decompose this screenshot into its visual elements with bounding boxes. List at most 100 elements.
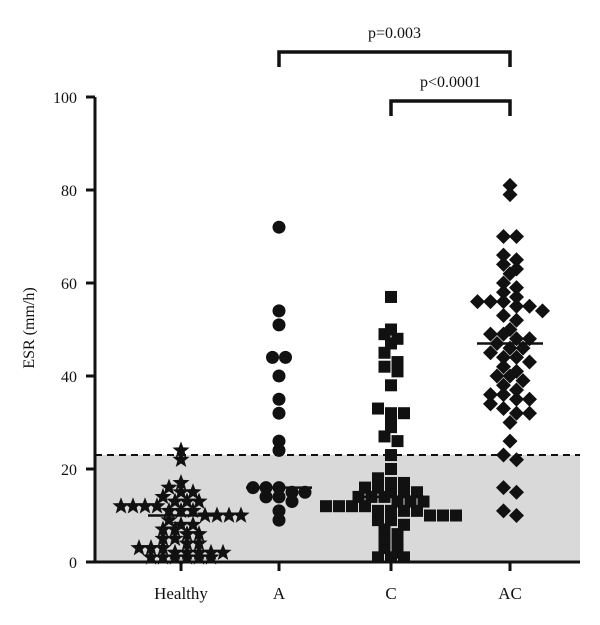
- data-point: [398, 407, 410, 420]
- data-point: [272, 490, 286, 504]
- data-point: [496, 229, 511, 244]
- data-point: [496, 247, 511, 263]
- data-point: [272, 406, 286, 420]
- data-point: [190, 534, 208, 551]
- data-point: [372, 481, 384, 494]
- data-point: [437, 509, 449, 522]
- data-point: [214, 543, 232, 560]
- data-point: [509, 261, 524, 277]
- data-point: [232, 506, 250, 523]
- data-point: [515, 373, 531, 389]
- data-point: [259, 490, 273, 504]
- significance-bracket: [389, 99, 512, 116]
- data-point: [391, 528, 404, 541]
- p-value-label: p=0.003: [368, 25, 421, 42]
- data-point: [136, 497, 154, 514]
- data-point: [398, 504, 410, 517]
- y-tick-label: 20: [61, 462, 77, 479]
- data-point: [378, 542, 391, 555]
- data-point: [208, 506, 226, 523]
- data-point: [124, 497, 142, 514]
- data-point: [385, 476, 397, 489]
- data-point: [184, 501, 202, 519]
- data-point: [391, 546, 404, 559]
- data-point: [142, 548, 160, 565]
- data-point: [184, 515, 202, 533]
- data-point: [166, 529, 184, 547]
- y-tick-label: 80: [61, 183, 77, 200]
- data-point: [502, 322, 518, 337]
- data-point: [154, 529, 172, 547]
- data-point: [496, 349, 511, 365]
- data-point: [372, 551, 384, 564]
- x-tick-label: A: [273, 584, 286, 603]
- data-point: [483, 387, 498, 403]
- x-tick-label: AC: [498, 584, 522, 603]
- data-point: [522, 298, 537, 314]
- data-point: [154, 520, 172, 537]
- data-point: [378, 523, 391, 536]
- data-point: [272, 504, 286, 518]
- data-point: [391, 332, 404, 345]
- data-point: [470, 294, 485, 310]
- data-point: [424, 509, 436, 522]
- data-point: [509, 452, 524, 468]
- p-value-label: p<0.0001: [420, 74, 481, 91]
- data-point: [154, 487, 172, 505]
- x-tick-label: C: [385, 584, 396, 603]
- data-point: [142, 539, 160, 556]
- data-point: [496, 387, 511, 403]
- significance-bracket: [277, 50, 512, 67]
- data-point: [272, 220, 286, 234]
- data-point: [509, 508, 524, 523]
- data-point: [130, 539, 148, 556]
- data-point: [172, 450, 190, 467]
- data-point: [496, 401, 511, 417]
- data-point: [346, 500, 358, 513]
- data-point: [417, 495, 430, 508]
- data-point: [272, 434, 286, 448]
- data-point: [502, 177, 518, 193]
- data-point: [535, 303, 550, 319]
- data-point: [266, 350, 279, 364]
- y-tick-label: 0: [69, 555, 77, 572]
- data-point: [279, 350, 292, 364]
- data-point: [172, 501, 190, 519]
- data-point: [385, 323, 397, 336]
- y-tick-label: 60: [61, 276, 77, 293]
- data-point: [190, 525, 208, 542]
- data-point: [483, 294, 498, 310]
- data-point: [496, 294, 511, 310]
- y-axis-title: ESR (mm/h): [21, 287, 38, 368]
- data-point: [522, 405, 537, 421]
- data-point: [385, 486, 397, 499]
- data-point: [154, 548, 172, 565]
- data-point: [502, 187, 518, 203]
- data-point: [359, 481, 371, 494]
- data-point: [509, 382, 524, 398]
- data-point: [190, 543, 208, 560]
- data-point: [496, 256, 511, 272]
- data-point: [385, 514, 397, 527]
- data-point: [411, 504, 423, 517]
- data-point: [184, 483, 202, 500]
- data-point: [398, 486, 410, 499]
- data-point: [496, 308, 511, 324]
- data-point: [391, 495, 404, 508]
- y-tick-label: 100: [53, 90, 77, 107]
- data-point: [496, 480, 511, 496]
- data-point: [496, 503, 511, 519]
- data-point: [160, 511, 178, 528]
- data-point: [372, 402, 384, 415]
- data-point: [178, 543, 196, 560]
- data-point: [509, 391, 524, 407]
- data-point: [391, 356, 404, 369]
- data-point: [483, 345, 498, 361]
- data-point: [385, 463, 397, 475]
- data-point: [496, 284, 511, 300]
- data-point: [489, 368, 505, 384]
- data-point: [372, 472, 384, 485]
- data-point: [496, 377, 511, 393]
- data-point: [378, 360, 391, 373]
